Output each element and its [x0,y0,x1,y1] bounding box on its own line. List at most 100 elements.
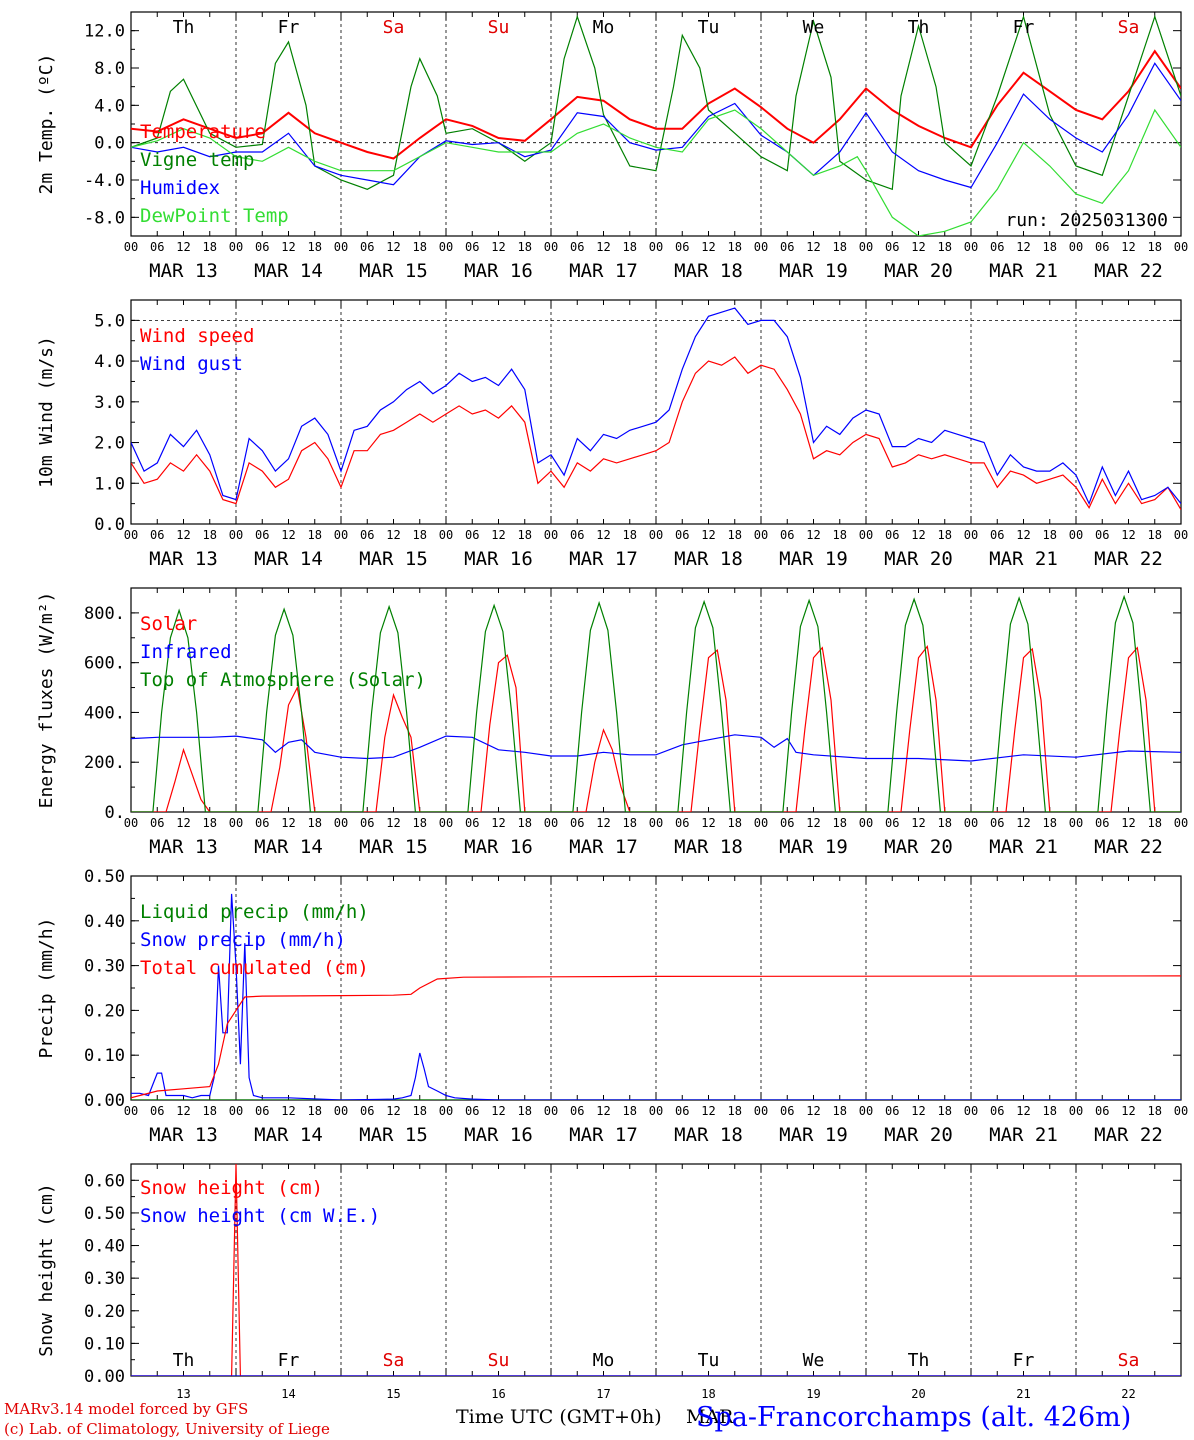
hour-tick-label: 06 [885,528,899,542]
day-label: MAR 20 [884,1124,953,1146]
hour-tick-label: 06 [885,240,899,254]
hour-tick-label: 12 [701,816,715,830]
hour-tick-label: 00 [859,528,873,542]
hour-tick-label: 18 [413,240,427,254]
hour-tick-label: 12 [911,528,925,542]
hour-tick-label: 00 [544,240,558,254]
panel-frame [130,299,1182,525]
hour-tick-label: 12 [806,528,820,542]
legend-entry: Total cumulated (cm) [140,957,369,979]
hour-tick-label: 00 [1069,816,1083,830]
weekday-label: We [803,17,825,38]
weekday-label: Th [173,17,195,38]
y-tick-label: 0.0 [94,134,125,154]
day-label: MAR 16 [464,260,533,282]
y-tick-label: 1.0 [94,474,125,494]
day-label: MAR 22 [1094,836,1163,858]
hour-tick-label: 00 [229,528,243,542]
hour-tick-label: 00 [1069,1104,1083,1118]
day-label: MAR 19 [779,836,848,858]
hour-tick-label: 12 [911,816,925,830]
y-tick-label: 0.30 [84,1269,125,1289]
hour-tick-label: 00 [229,816,243,830]
day-number-label: 14 [281,1387,295,1401]
hour-tick-label: 06 [1095,528,1109,542]
y-tick-label: 3.0 [94,393,125,413]
hour-tick-label: 18 [413,528,427,542]
day-number-label: 17 [596,1387,610,1401]
hour-tick-label: 00 [544,816,558,830]
hour-tick-label: 00 [124,1104,138,1118]
hour-tick-label: 12 [281,240,295,254]
hour-tick-label: 12 [701,528,715,542]
hour-tick-label: 06 [780,1104,794,1118]
hour-tick-label: 06 [570,528,584,542]
day-label: MAR 19 [779,1124,848,1146]
hour-tick-label: 00 [649,816,663,830]
day-label: MAR 18 [674,836,743,858]
day-label: MAR 17 [569,548,638,570]
hour-tick-label: 12 [491,240,505,254]
y-tick-label: 0.40 [84,912,125,932]
hour-tick-label: 06 [360,240,374,254]
y-tick-label: 0.00 [84,1367,125,1387]
legend-entry: Snow precip (mm/h) [140,929,346,951]
weekday-label: Su [488,1350,510,1371]
hour-tick-label: 00 [334,240,348,254]
y-tick-label: 0.40 [84,1237,125,1257]
day-label: MAR 22 [1094,548,1163,570]
legend-entry: Wind gust [140,353,243,375]
hour-tick-label: 18 [1043,816,1057,830]
y-axis-label: Precip (mm/h) [36,918,57,1059]
hour-tick-label: 18 [938,528,952,542]
hour-tick-label: 18 [728,816,742,830]
hour-tick-label: 06 [150,240,164,254]
hour-tick-label: 06 [465,816,479,830]
hour-tick-label: 06 [360,816,374,830]
series-line [131,734,1181,762]
hour-tick-label: 12 [491,528,505,542]
y-axis-label: 2m Temp. (ºC) [36,54,57,195]
weekday-label: Sa [383,17,405,38]
hour-tick-label: 06 [465,528,479,542]
weekday-label: Fr [1013,1350,1035,1371]
day-label: MAR 17 [569,260,638,282]
hour-tick-label: 18 [1043,240,1057,254]
hour-tick-label: 06 [990,816,1004,830]
hour-tick-label: 00 [859,240,873,254]
day-label: MAR 21 [989,836,1058,858]
hour-tick-label: 12 [491,816,505,830]
hour-tick-label: 18 [1043,1104,1057,1118]
lab-credit: (c) Lab. of Climatology, University of L… [4,1420,330,1438]
legend-entry: Wind speed [140,325,254,347]
hour-tick-label: 18 [623,240,637,254]
hour-tick-label: 06 [1095,816,1109,830]
hour-tick-label: 12 [1121,816,1135,830]
hour-tick-label: 12 [176,816,190,830]
y-tick-label: 4.0 [94,96,125,116]
hour-tick-label: 06 [570,816,584,830]
day-label: MAR 18 [674,548,743,570]
hour-tick-label: 00 [754,528,768,542]
hour-tick-label: 12 [806,240,820,254]
hour-tick-label: 00 [439,1104,453,1118]
y-tick-label: 0.50 [84,1204,125,1224]
y-tick-label: 0.30 [84,957,125,977]
series-line [131,62,1181,189]
y-tick-label: 0.50 [84,867,125,887]
hour-tick-label: 12 [386,816,400,830]
hour-tick-label: 12 [1016,240,1030,254]
hour-tick-label: 06 [150,1104,164,1118]
hour-tick-label: 18 [1148,1104,1162,1118]
day-label: MAR 22 [1094,1124,1163,1146]
hour-tick-label: 00 [334,1104,348,1118]
hour-tick-label: 00 [859,1104,873,1118]
day-label: MAR 19 [779,260,848,282]
y-tick-label: 4.0 [94,352,125,372]
hour-tick-label: 00 [1069,240,1083,254]
hour-tick-label: 12 [176,1104,190,1118]
day-label: MAR 14 [254,1124,323,1146]
hour-tick-label: 06 [675,816,689,830]
hour-tick-label: 06 [885,816,899,830]
